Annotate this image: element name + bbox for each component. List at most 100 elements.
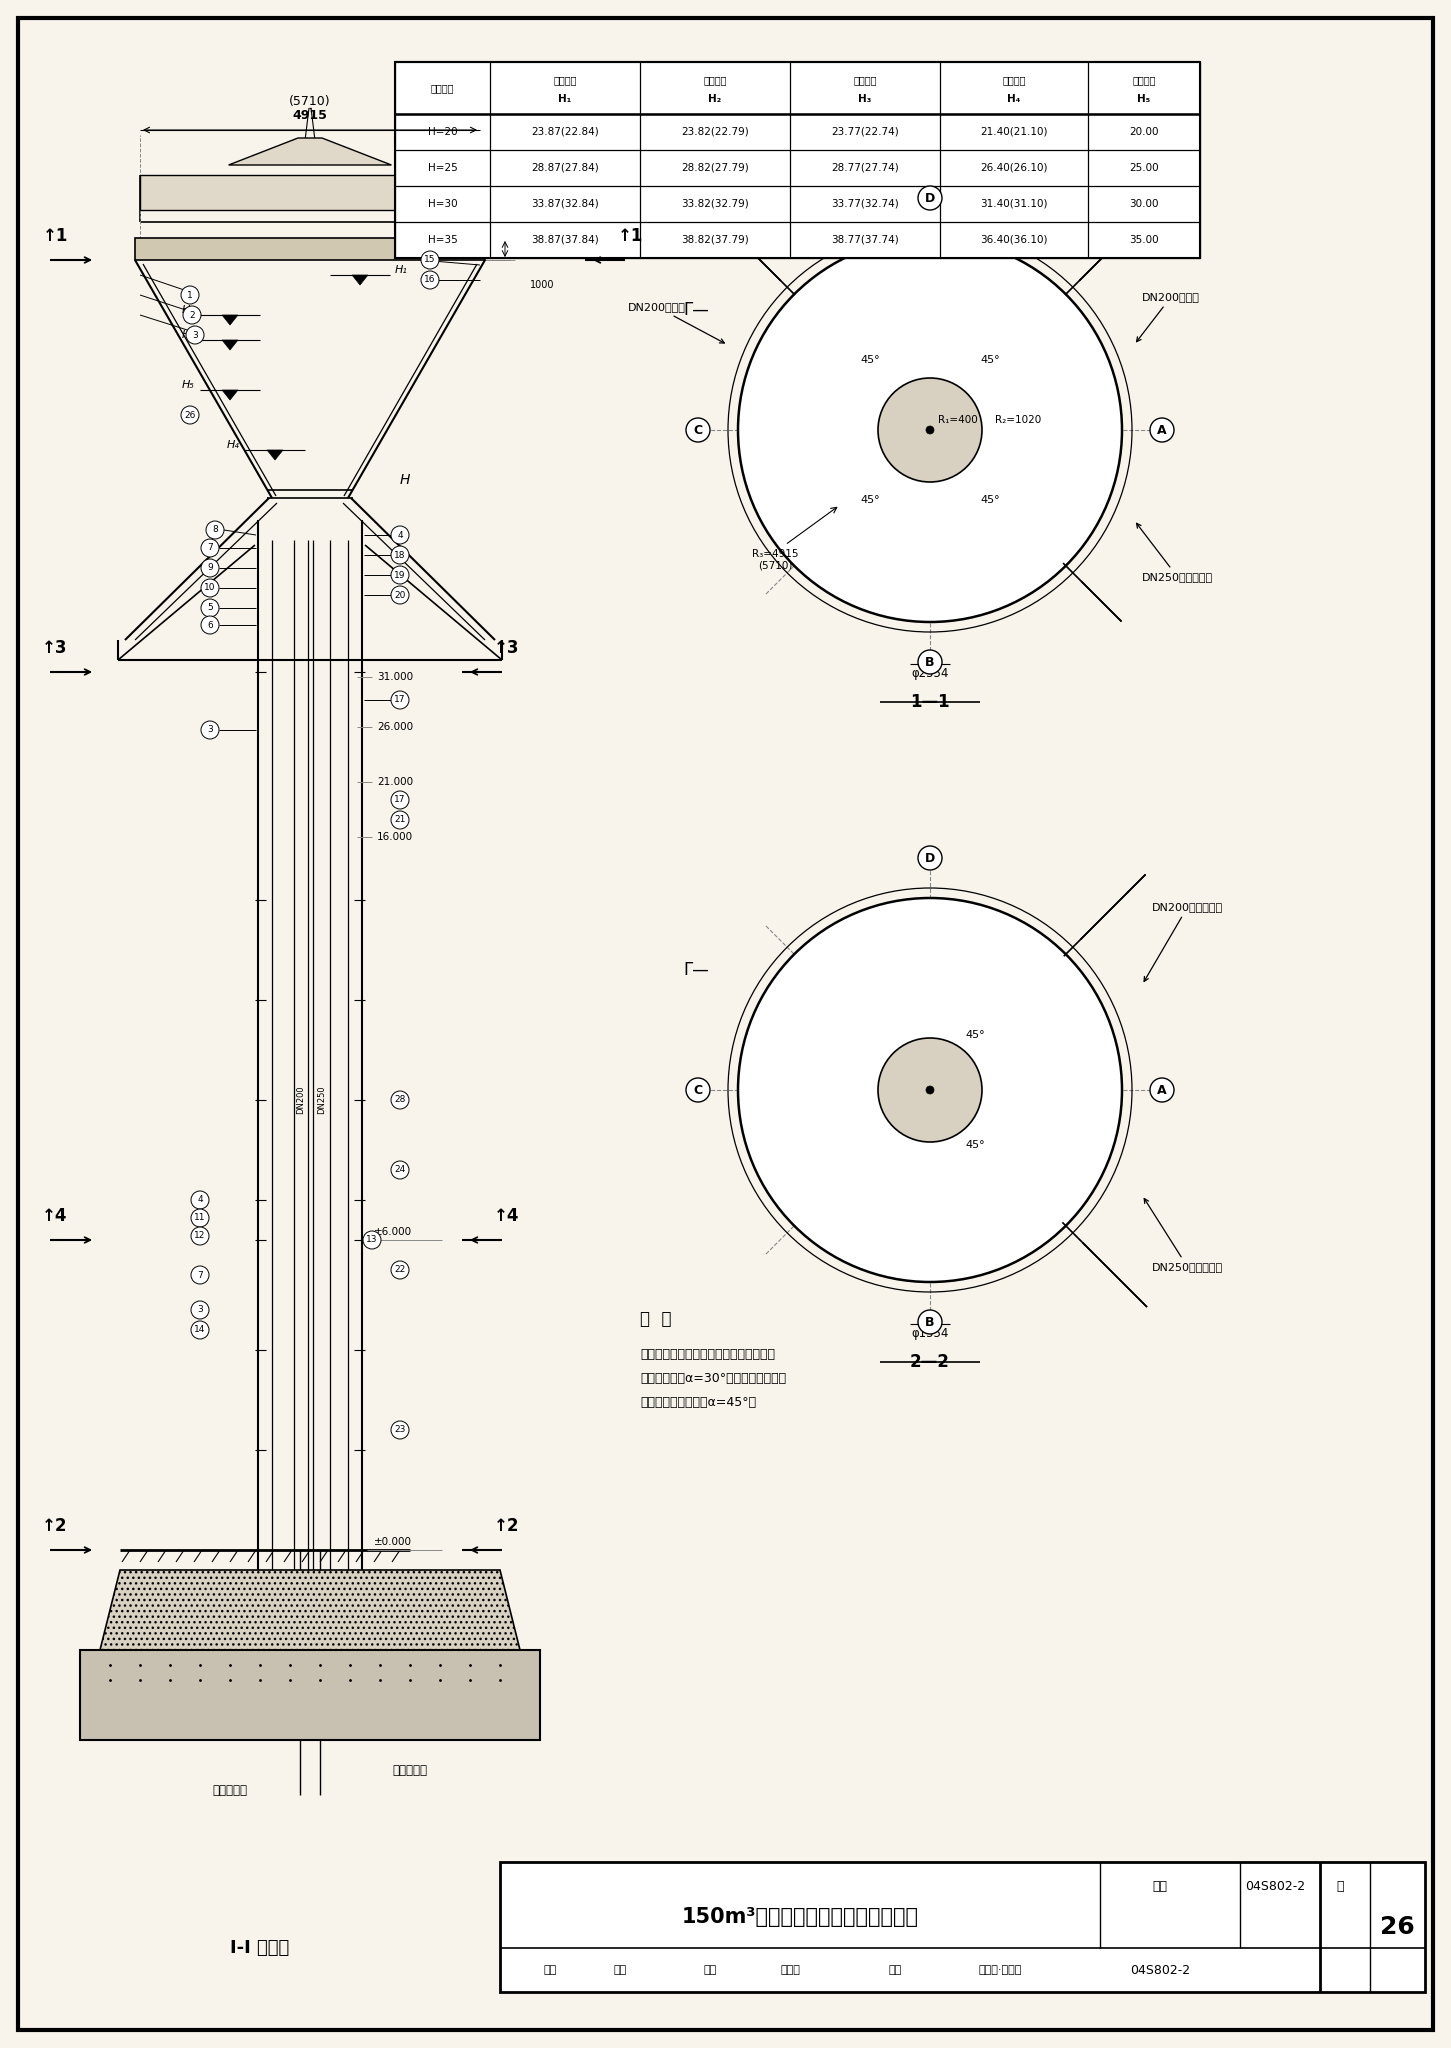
Text: 12: 12: [194, 1231, 206, 1241]
Text: H₂: H₂: [708, 94, 721, 104]
Text: 20: 20: [395, 590, 406, 600]
Text: DN250: DN250: [318, 1085, 326, 1114]
Circle shape: [926, 426, 934, 434]
Text: 溢流水位: 溢流水位: [553, 76, 576, 86]
Text: 3: 3: [192, 330, 197, 340]
Circle shape: [192, 1266, 209, 1284]
Text: 100: 100: [512, 244, 528, 254]
Text: H=35: H=35: [428, 236, 457, 246]
Text: φ2554: φ2554: [911, 668, 949, 680]
Text: φ1554: φ1554: [911, 1327, 949, 1341]
Text: C: C: [694, 1083, 702, 1096]
Text: H₂: H₂: [183, 305, 194, 315]
Text: 21.40(21.10): 21.40(21.10): [981, 127, 1048, 137]
Text: H₁: H₁: [395, 264, 408, 274]
Text: 21.000: 21.000: [377, 776, 414, 786]
Text: 26: 26: [1380, 1915, 1415, 1939]
Text: (5710): (5710): [289, 94, 331, 109]
Text: 38.87(37.84): 38.87(37.84): [531, 236, 599, 246]
Polygon shape: [229, 137, 392, 166]
Bar: [501, 1862, 1425, 1993]
Circle shape: [918, 846, 942, 870]
Bar: [395, 61, 1200, 258]
Text: 设计: 设计: [888, 1964, 901, 1974]
Text: 最高水位: 最高水位: [853, 76, 876, 86]
Text: ↑1: ↑1: [617, 227, 643, 246]
Text: 3: 3: [197, 1305, 203, 1315]
Text: D: D: [924, 852, 934, 864]
Text: 17: 17: [395, 795, 406, 805]
Text: 10: 10: [205, 584, 216, 592]
Circle shape: [202, 721, 219, 739]
Circle shape: [192, 1192, 209, 1208]
Circle shape: [202, 559, 219, 578]
Text: H=25: H=25: [428, 164, 457, 172]
Text: DN200进水管: DN200进水管: [1136, 293, 1200, 342]
Text: 说  明: 说 明: [640, 1311, 672, 1327]
Text: 36.40(36.10): 36.40(36.10): [981, 236, 1048, 246]
Text: 16.000: 16.000: [377, 831, 414, 842]
Circle shape: [1151, 1077, 1174, 1102]
Circle shape: [390, 1262, 409, 1280]
Text: 2—2: 2—2: [910, 1354, 950, 1370]
Text: 黄伏根: 黄伏根: [781, 1964, 800, 1974]
Circle shape: [390, 526, 409, 545]
Text: 31.000: 31.000: [377, 672, 414, 682]
Text: 23.87(22.84): 23.87(22.84): [531, 127, 599, 137]
Text: A: A: [1158, 1083, 1167, 1096]
Text: H₅: H₅: [183, 381, 194, 389]
Text: 锥壳水平倾觓α=30°，括号外的适用于: 锥壳水平倾觓α=30°，括号外的适用于: [640, 1372, 786, 1384]
Text: Γ—: Γ—: [683, 961, 710, 979]
Text: 18: 18: [395, 551, 406, 559]
Text: H₃: H₃: [183, 330, 194, 340]
Text: 4: 4: [398, 530, 403, 539]
Text: 本图中两个尺寸者括号内的适用于水筒下: 本图中两个尺寸者括号内的适用于水筒下: [640, 1348, 775, 1362]
Text: 13: 13: [366, 1235, 377, 1245]
Circle shape: [390, 791, 409, 809]
Text: 38.82(37.79): 38.82(37.79): [681, 236, 749, 246]
Circle shape: [926, 1085, 934, 1094]
Circle shape: [686, 1077, 710, 1102]
Text: 水筒下锥壳水平倾觓α=45°。: 水筒下锥壳水平倾觓α=45°。: [640, 1397, 756, 1409]
Text: 45°: 45°: [860, 354, 879, 365]
Circle shape: [421, 270, 440, 289]
Circle shape: [390, 811, 409, 829]
Text: H=20: H=20: [428, 127, 457, 137]
Text: 2: 2: [189, 311, 194, 319]
Text: 14: 14: [194, 1325, 206, 1335]
Text: 150m³水塔管道安装图（二管方案）: 150m³水塔管道安装图（二管方案）: [682, 1907, 918, 1927]
Text: 报警水位: 报警水位: [704, 76, 727, 86]
Text: 1000: 1000: [530, 281, 554, 291]
Text: 11: 11: [194, 1214, 206, 1223]
Text: 35.00: 35.00: [1129, 236, 1159, 246]
Text: H₃: H₃: [859, 94, 872, 104]
Text: 33.82(32.79): 33.82(32.79): [681, 199, 749, 209]
Circle shape: [739, 897, 1122, 1282]
Text: ±6.000: ±6.000: [374, 1227, 412, 1237]
Text: ↑3: ↑3: [495, 639, 519, 657]
Circle shape: [192, 1321, 209, 1339]
Text: R₂=1020: R₂=1020: [995, 416, 1042, 426]
Text: 审核: 审核: [543, 1964, 557, 1974]
Text: DN250进、潜水管: DN250进、潜水管: [1145, 1198, 1223, 1272]
Text: ↑2: ↑2: [42, 1518, 68, 1536]
Text: Γ—: Γ—: [683, 301, 710, 319]
Text: H=30: H=30: [428, 199, 457, 209]
Text: H: H: [400, 473, 411, 487]
Text: 9: 9: [207, 563, 213, 573]
Circle shape: [186, 326, 205, 344]
Circle shape: [390, 1421, 409, 1440]
Text: H₄: H₄: [1007, 94, 1020, 104]
Circle shape: [390, 1161, 409, 1180]
Text: 6: 6: [207, 621, 213, 629]
Circle shape: [390, 586, 409, 604]
Text: 45°: 45°: [965, 1141, 985, 1151]
Text: 7: 7: [197, 1270, 203, 1280]
Text: 23.82(22.79): 23.82(22.79): [681, 127, 749, 137]
Circle shape: [390, 565, 409, 584]
Text: 33.87(32.84): 33.87(32.84): [531, 199, 599, 209]
Circle shape: [181, 287, 199, 303]
Polygon shape: [222, 315, 238, 326]
Circle shape: [686, 418, 710, 442]
Polygon shape: [222, 389, 238, 399]
